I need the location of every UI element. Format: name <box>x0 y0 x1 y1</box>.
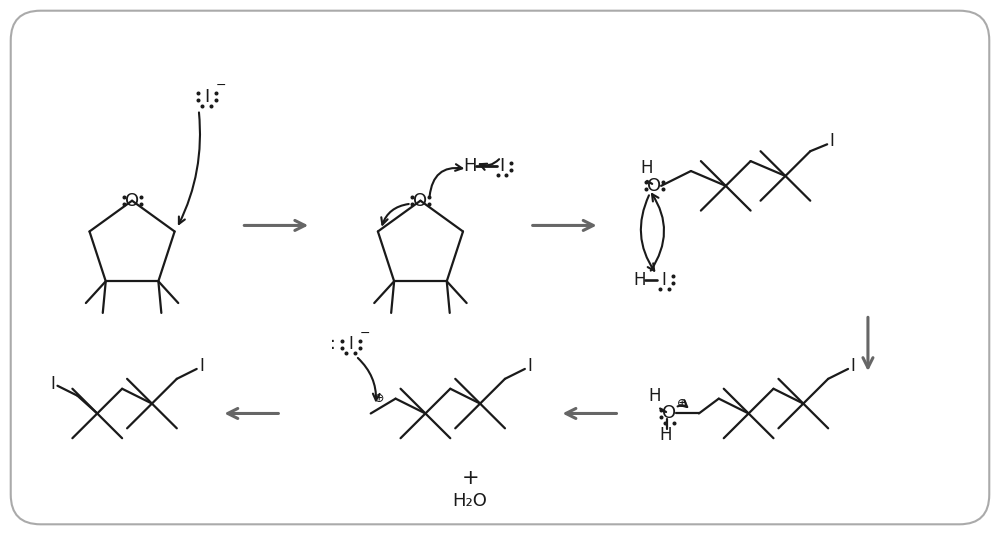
Text: ⊕: ⊕ <box>373 392 384 405</box>
Text: O: O <box>662 404 676 423</box>
Text: H: H <box>463 157 477 175</box>
Text: H: H <box>660 426 672 444</box>
FancyBboxPatch shape <box>11 11 989 524</box>
Text: O: O <box>413 192 428 210</box>
Text: H: H <box>648 387 660 404</box>
Text: I: I <box>204 88 209 106</box>
Text: +: + <box>461 468 479 488</box>
Text: I: I <box>199 357 204 375</box>
Text: I: I <box>830 132 835 150</box>
Text: −: − <box>215 79 226 93</box>
Text: I: I <box>527 357 532 375</box>
Text: O: O <box>647 177 661 195</box>
Text: −: − <box>360 327 370 340</box>
Text: ⊕: ⊕ <box>677 397 687 410</box>
Text: H: H <box>633 271 645 289</box>
Text: H₂O: H₂O <box>453 492 488 509</box>
Text: I: I <box>50 375 55 393</box>
Text: I: I <box>662 271 667 289</box>
Text: H: H <box>640 159 652 177</box>
Text: :: : <box>330 335 336 353</box>
Text: I: I <box>499 157 505 175</box>
Text: I: I <box>348 335 353 353</box>
Text: I: I <box>851 357 855 375</box>
Text: O: O <box>125 192 139 210</box>
